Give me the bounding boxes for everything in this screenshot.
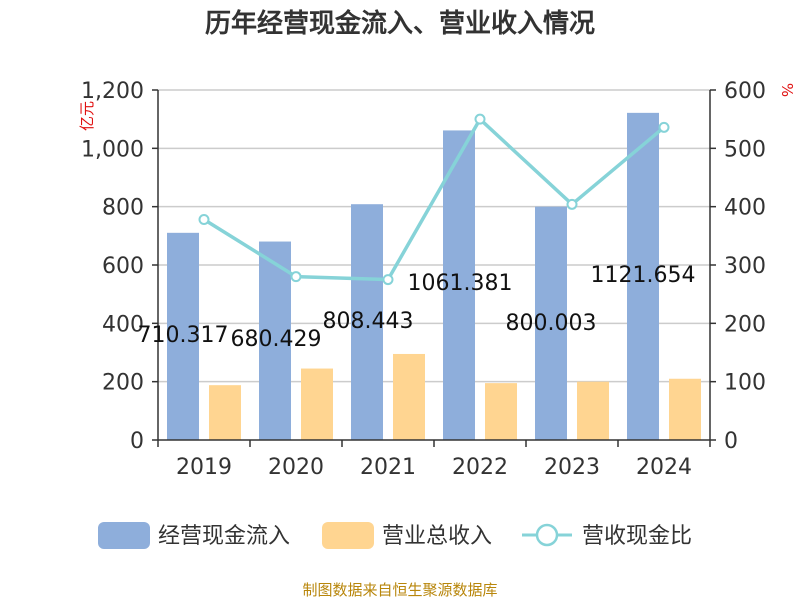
bars <box>167 112 701 440</box>
y-tick-label: 0 <box>130 429 144 454</box>
legend-label-revenue: 营业总收入 <box>382 524 492 549</box>
data-label: 800.003 <box>506 311 597 336</box>
legend-marker-ratio <box>535 523 559 547</box>
y-tick-label: 1,000 <box>81 137 144 162</box>
ratio-point <box>566 198 578 210</box>
bar-cash-inflow <box>167 232 199 440</box>
bar-revenue <box>485 383 517 440</box>
ratio-point <box>198 214 210 225</box>
bar-revenue <box>209 385 241 440</box>
bar-cash-inflow <box>259 241 291 440</box>
y2-tick-label: 300 <box>724 254 766 279</box>
source-note: 制图数据来自恒生聚源数据库 <box>302 581 497 599</box>
y2-tick-label: 0 <box>724 429 738 454</box>
ratio-point <box>290 271 302 283</box>
grid-lines <box>158 89 710 383</box>
legend-label-cash-inflow: 经营现金流入 <box>158 524 290 549</box>
bar-revenue <box>669 378 701 440</box>
bar-revenue <box>301 368 333 440</box>
ratio-polyline <box>203 116 666 282</box>
legend-label-ratio: 营收现金比 <box>582 524 692 549</box>
x-tick-label: 2020 <box>268 455 324 480</box>
axes: 0 200 400 600 800 1,000 1,200 0 100 200 300 400 500 6… <box>81 79 766 480</box>
ratio-line <box>198 113 670 286</box>
bar-revenue <box>393 353 425 440</box>
ratio-point <box>658 121 670 133</box>
y2-axis-label: % <box>778 83 796 97</box>
y-tick-label: 200 <box>102 371 144 396</box>
bar-revenue <box>577 381 609 440</box>
y2-tick-label: 500 <box>724 137 766 162</box>
bar-cash-inflow <box>351 204 383 440</box>
x-tick-label: 2019 <box>176 455 232 480</box>
y2-tick-label: 200 <box>724 312 766 337</box>
y-tick-label: 600 <box>102 254 144 279</box>
data-label: 1061.381 <box>408 271 513 296</box>
y-tick-label: 400 <box>102 312 144 337</box>
y-axis-label: 亿元 <box>78 101 96 131</box>
x-tick-label: 2023 <box>544 455 600 480</box>
legend-swatch-revenue <box>322 522 374 549</box>
ratio-point <box>474 113 486 125</box>
y-tick-label: 800 <box>102 196 144 221</box>
ratio-point <box>382 274 394 286</box>
data-label: 710.317 <box>138 323 229 348</box>
legend-swatch-cash-inflow <box>98 522 150 549</box>
data-label: 680.429 <box>231 327 322 352</box>
data-label: 1121.654 <box>591 263 696 288</box>
data-label: 808.443 <box>323 309 414 334</box>
x-tick-label: 2022 <box>452 455 508 480</box>
y2-tick-label: 400 <box>724 196 766 221</box>
y2-tick-label: 100 <box>724 371 766 396</box>
chart-title: 历年经营现金流入、营业收入情况 <box>205 8 595 39</box>
bar-cash-inflow <box>535 206 567 440</box>
x-tick-label: 2021 <box>360 455 416 480</box>
y2-tick-label: 600 <box>724 79 766 104</box>
bar-cash-inflow <box>443 130 475 440</box>
y-tick-label: 1,200 <box>81 79 144 104</box>
legend: 经营现金流入 营业总收入 营收现金比 <box>98 522 692 549</box>
x-tick-label: 2024 <box>636 455 692 480</box>
bar-cash-inflow <box>627 112 659 440</box>
